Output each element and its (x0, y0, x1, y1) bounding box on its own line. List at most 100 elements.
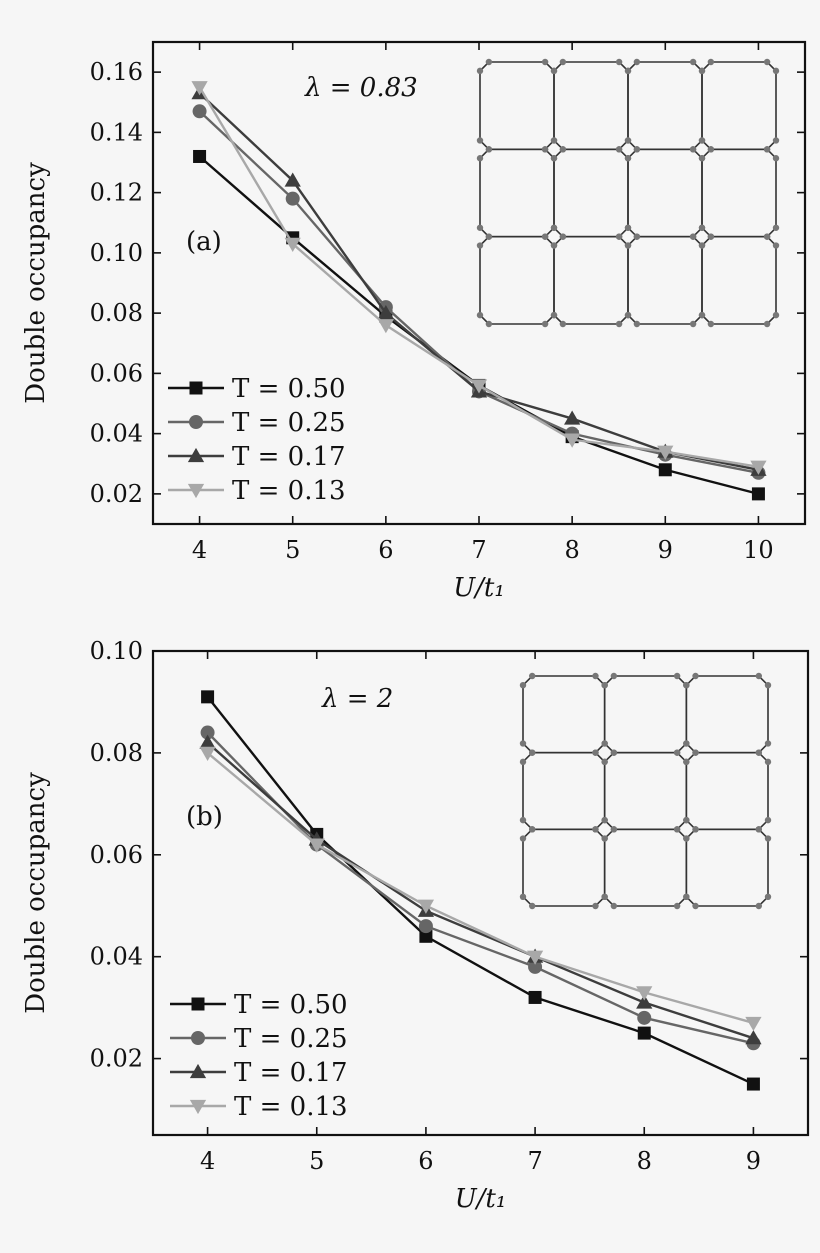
data-point (284, 237, 301, 252)
lattice-site (485, 233, 493, 240)
lattice-site (689, 58, 697, 66)
legend-label: T = 0.17 (234, 1058, 348, 1088)
lattice-site (615, 320, 623, 328)
lattice-site (529, 672, 536, 680)
legend-entry: T = 0.17 (170, 1058, 348, 1088)
data-point (417, 899, 435, 914)
y-axis-title: Double occupancy (21, 162, 51, 404)
legend-marker (189, 415, 203, 429)
x-tick-label: 9 (658, 536, 673, 564)
lattice-site (624, 137, 632, 144)
data-point (658, 463, 672, 477)
series-line (206, 751, 754, 1025)
lattice-site (624, 67, 632, 75)
x-tick-label: 9 (746, 1147, 761, 1175)
data-point (526, 950, 544, 965)
lattice-site (476, 155, 484, 162)
lattice-site (519, 740, 527, 747)
lattice-site (689, 146, 697, 153)
legend-marker (189, 1099, 207, 1115)
lattice-site (529, 826, 536, 833)
series-line (206, 696, 754, 1086)
lattice-site (755, 826, 762, 833)
legend-label: T = 0.25 (234, 1024, 348, 1054)
lattice-site (683, 682, 690, 689)
legend-marker (189, 1063, 207, 1079)
data-point (745, 1016, 762, 1032)
lattice-cell (603, 751, 688, 831)
data-point (470, 379, 488, 394)
data-point (745, 1030, 762, 1045)
data-point (419, 929, 433, 943)
data-point (637, 1010, 652, 1025)
lattice-site (519, 893, 527, 900)
series-013 (199, 746, 762, 1032)
lattice-site (673, 902, 681, 910)
data-point (201, 690, 215, 704)
lattice-cell (701, 148, 777, 238)
lattice-cell (479, 148, 555, 238)
lattice-cell (701, 235, 777, 325)
lattice-site (559, 320, 567, 328)
lattice-site (601, 893, 608, 900)
lattice-site (610, 672, 618, 680)
lattice-site (764, 816, 772, 824)
lattice-site (485, 320, 493, 328)
data-point (750, 460, 767, 475)
lattice-site (592, 826, 599, 833)
x-tick-label: 7 (471, 536, 486, 564)
data-point (377, 305, 394, 320)
x-tick-label: 6 (418, 1147, 433, 1175)
lattice-site (707, 58, 715, 66)
lattice-site (772, 137, 780, 144)
lattice-site (541, 146, 549, 153)
lattice-site (764, 740, 772, 747)
x-tick-label: 4 (192, 536, 207, 564)
data-point (285, 191, 300, 206)
lambda-annotation: λ = 0.83 (304, 73, 418, 103)
lattice-site (519, 816, 527, 824)
lattice-cell (627, 61, 703, 151)
lattice-site (698, 224, 706, 231)
data-point (564, 433, 581, 448)
lattice-site (601, 740, 608, 747)
chart-panel-2: 4 5 6 7 8 9 0.02 0.04 0.06 0.08 0.10 U/t₁ Double occ… (21, 637, 810, 1214)
lattice-site (519, 835, 527, 842)
series-013 (191, 81, 767, 475)
lattice-site (476, 224, 484, 231)
lattice-site (601, 682, 608, 689)
lattice-site (624, 311, 632, 319)
data-point (193, 149, 207, 163)
lattice-site (615, 146, 623, 153)
x-tick-label: 8 (565, 536, 580, 564)
y-tick-label: 0.06 (90, 359, 143, 387)
lattice-site (673, 826, 681, 833)
lattice-site (519, 758, 527, 766)
lattice-cell (603, 828, 688, 907)
lattice-site (772, 311, 780, 319)
legend-entry: T = 0.50 (170, 990, 348, 1020)
data-point (284, 172, 301, 187)
lattice-site (683, 740, 690, 747)
lattice-site (610, 902, 618, 910)
legend-entry: T = 0.13 (168, 476, 346, 506)
lattice-site (485, 58, 493, 66)
lattice-site (541, 320, 549, 328)
lattice-site (698, 67, 706, 75)
lattice-site (698, 311, 706, 319)
legend-label: T = 0.50 (234, 990, 348, 1020)
x-tick-label: 8 (637, 1147, 652, 1175)
x-axis-title: U/t₁ (453, 573, 505, 603)
lattice-site (592, 749, 599, 756)
data-point (746, 1077, 760, 1091)
lattice-site (529, 749, 536, 756)
y-tick-label: 0.10 (90, 239, 143, 267)
lattice-site (763, 233, 771, 240)
x-tick-label: 4 (200, 1147, 215, 1175)
lattice-site (755, 902, 762, 910)
lattice-cell (553, 148, 629, 238)
data-point (564, 410, 581, 425)
panel-label: (a) (186, 227, 222, 257)
data-point (657, 445, 674, 460)
data-point (636, 994, 653, 1009)
